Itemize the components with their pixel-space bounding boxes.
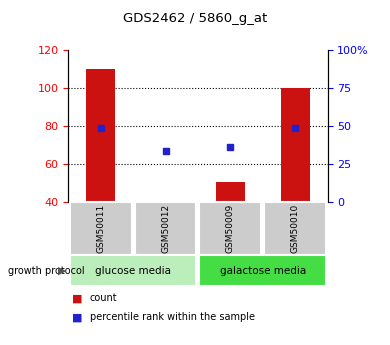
Bar [86,69,115,202]
Point [292,125,298,130]
Bar [151,201,180,202]
Point [162,148,168,154]
Text: ■: ■ [72,313,83,322]
Text: percentile rank within the sample: percentile rank within the sample [90,313,255,322]
Text: glucose media: glucose media [95,266,171,276]
Text: GSM50011: GSM50011 [96,204,105,253]
Text: ■: ■ [72,294,83,303]
Text: galactose media: galactose media [220,266,306,276]
Text: GSM50010: GSM50010 [291,204,300,253]
Bar [280,88,310,202]
Point [227,144,234,150]
Text: ▶: ▶ [58,266,66,276]
Point [98,125,104,130]
Bar [216,182,245,202]
Text: GSM50009: GSM50009 [226,204,235,253]
Text: growth protocol: growth protocol [8,266,84,276]
Text: GSM50012: GSM50012 [161,204,170,253]
Text: count: count [90,294,117,303]
Text: GDS2462 / 5860_g_at: GDS2462 / 5860_g_at [123,12,267,26]
